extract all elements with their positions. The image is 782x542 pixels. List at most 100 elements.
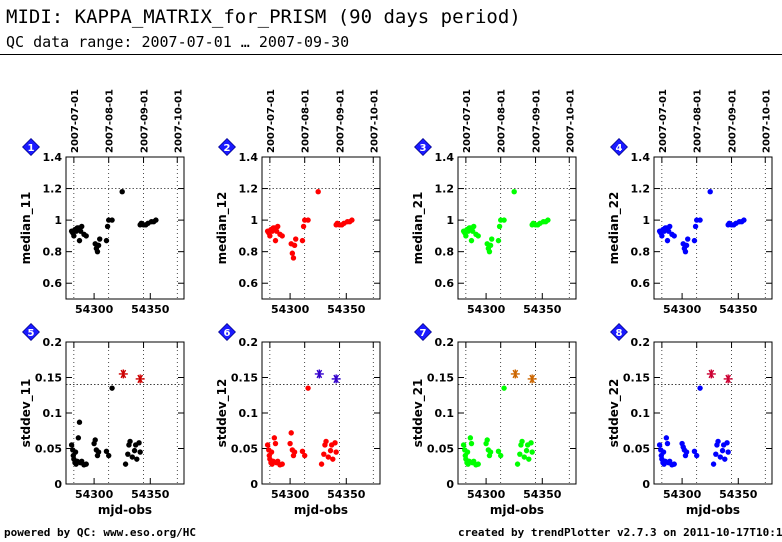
panel-badge [610,138,628,156]
data-point [106,452,112,459]
data-point [104,223,111,230]
data-point [671,233,677,239]
data-point [77,228,84,234]
data-point [685,236,691,242]
y-tick-label: 0.2 [43,336,63,349]
panel-badge-number: 2 [224,143,231,154]
data-point [76,419,83,425]
date-tick-label: 2007-10-01 [761,89,772,153]
panel-badge [414,323,432,341]
data-point [475,461,481,467]
y-tick-label: 1.2 [631,183,651,196]
data-point [129,454,136,460]
plot-frame [653,156,773,300]
panel-5: 0 0.05 0.1 0.15 0.2 54300 54350 stddev_11 mjd-ob… [19,323,185,517]
data-point [659,233,665,239]
y-tick-label: 0.05 [231,443,258,456]
y-tick-label: 1 [446,214,454,227]
data-point [664,440,671,447]
data-point [663,435,670,441]
data-point [715,438,721,445]
data-point [127,438,133,445]
y-tick-label: 1 [250,214,258,227]
plot-frame [261,156,381,300]
y-tick-label: 0.8 [43,246,63,259]
data-point [671,461,677,467]
data-point [136,440,142,446]
panel-badge-number: 4 [616,143,623,154]
y-tick-label: 1.2 [43,183,63,196]
data-point [713,451,719,457]
y-tick-label: 0.1 [631,407,651,420]
data-point [722,456,728,462]
star-point [135,374,145,384]
data-point [92,437,98,443]
data-point [95,242,102,249]
y-tick-label: 0.1 [239,407,259,420]
data-point [664,237,671,244]
x-tick-label: 54350 [131,303,170,316]
data-point [109,385,115,391]
data-point [97,236,103,242]
data-point [501,217,507,223]
data-point [137,449,143,455]
data-point [514,461,521,467]
x-tick-label: 54300 [663,488,702,501]
data-point [290,255,297,261]
y-tick-label: 1 [642,214,650,227]
data-point [83,461,89,467]
y-axis-label: median_11 [19,192,34,265]
date-tick-label: 2007-10-01 [173,89,184,153]
data-point [487,449,494,455]
date-tick-label: 2007-10-01 [565,89,576,153]
data-point [325,454,332,460]
star-point [510,369,520,379]
date-tick-label: 2007-08-01 [105,89,116,153]
y-tick-label: 1.4 [631,151,651,164]
data-point [272,237,279,244]
data-point [511,189,517,195]
panel-badge-number: 8 [616,328,623,339]
y-tick-label: 0 [54,478,62,491]
data-point [475,233,481,239]
date-tick-label: 2007-09-01 [728,89,739,153]
panel-3: 0.6 0.8 1 1.2 1.4 54300 54350 2007-07-01 2007-08… [411,89,577,316]
data-point [103,237,110,244]
date-tick-label: 2007-07-01 [462,89,473,153]
data-point [288,430,294,436]
data-point [300,223,307,230]
date-tick-label: 2007-10-01 [369,89,380,153]
x-tick-label: 54350 [523,303,562,316]
data-point [289,250,296,256]
data-point [697,385,703,391]
y-tick-label: 1.2 [435,183,455,196]
data-point [724,440,730,446]
data-point [717,454,724,460]
page-title: MIDI: KAPPA_MATRIX_for_PRISM (90 days pe… [6,6,521,28]
data-point [76,237,83,244]
data-point [72,449,79,455]
data-point [660,449,667,455]
plot-frame [457,156,577,300]
data-point [125,451,131,457]
panel-6: 0 0.05 0.1 0.15 0.2 54300 54350 stddev_12 mjd-ob… [215,323,381,517]
data-point [501,385,507,391]
y-tick-label: 0.05 [35,443,62,456]
data-point [68,442,75,448]
data-point [484,437,490,443]
data-point [471,223,477,230]
data-point [468,237,475,244]
panel-badge-number: 7 [420,328,427,339]
footer-credit: powered by QC: www.eso.org/HC [4,526,197,539]
data-point [526,456,532,462]
x-tick-label: 54350 [719,488,758,501]
panel-2: 0.6 0.8 1 1.2 1.4 54300 54350 2007-07-01 2007-08… [215,89,381,316]
data-point [741,217,747,223]
data-point [75,435,82,441]
x-axis-label: mjd-obs [294,503,348,517]
y-tick-label: 0.15 [231,372,258,385]
data-point [330,456,336,462]
x-axis-label: mjd-obs [98,503,152,517]
panel-4: 0.6 0.8 1 1.2 1.4 54300 54350 2007-07-01 2007-08… [607,89,773,316]
